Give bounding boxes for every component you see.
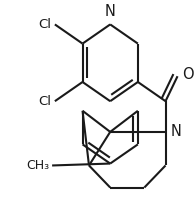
Text: Cl: Cl [38,95,51,108]
Text: CH₃: CH₃ [26,159,49,172]
Text: O: O [182,67,194,82]
Text: N: N [105,4,116,19]
Text: N: N [170,124,181,139]
Text: Cl: Cl [38,18,51,31]
